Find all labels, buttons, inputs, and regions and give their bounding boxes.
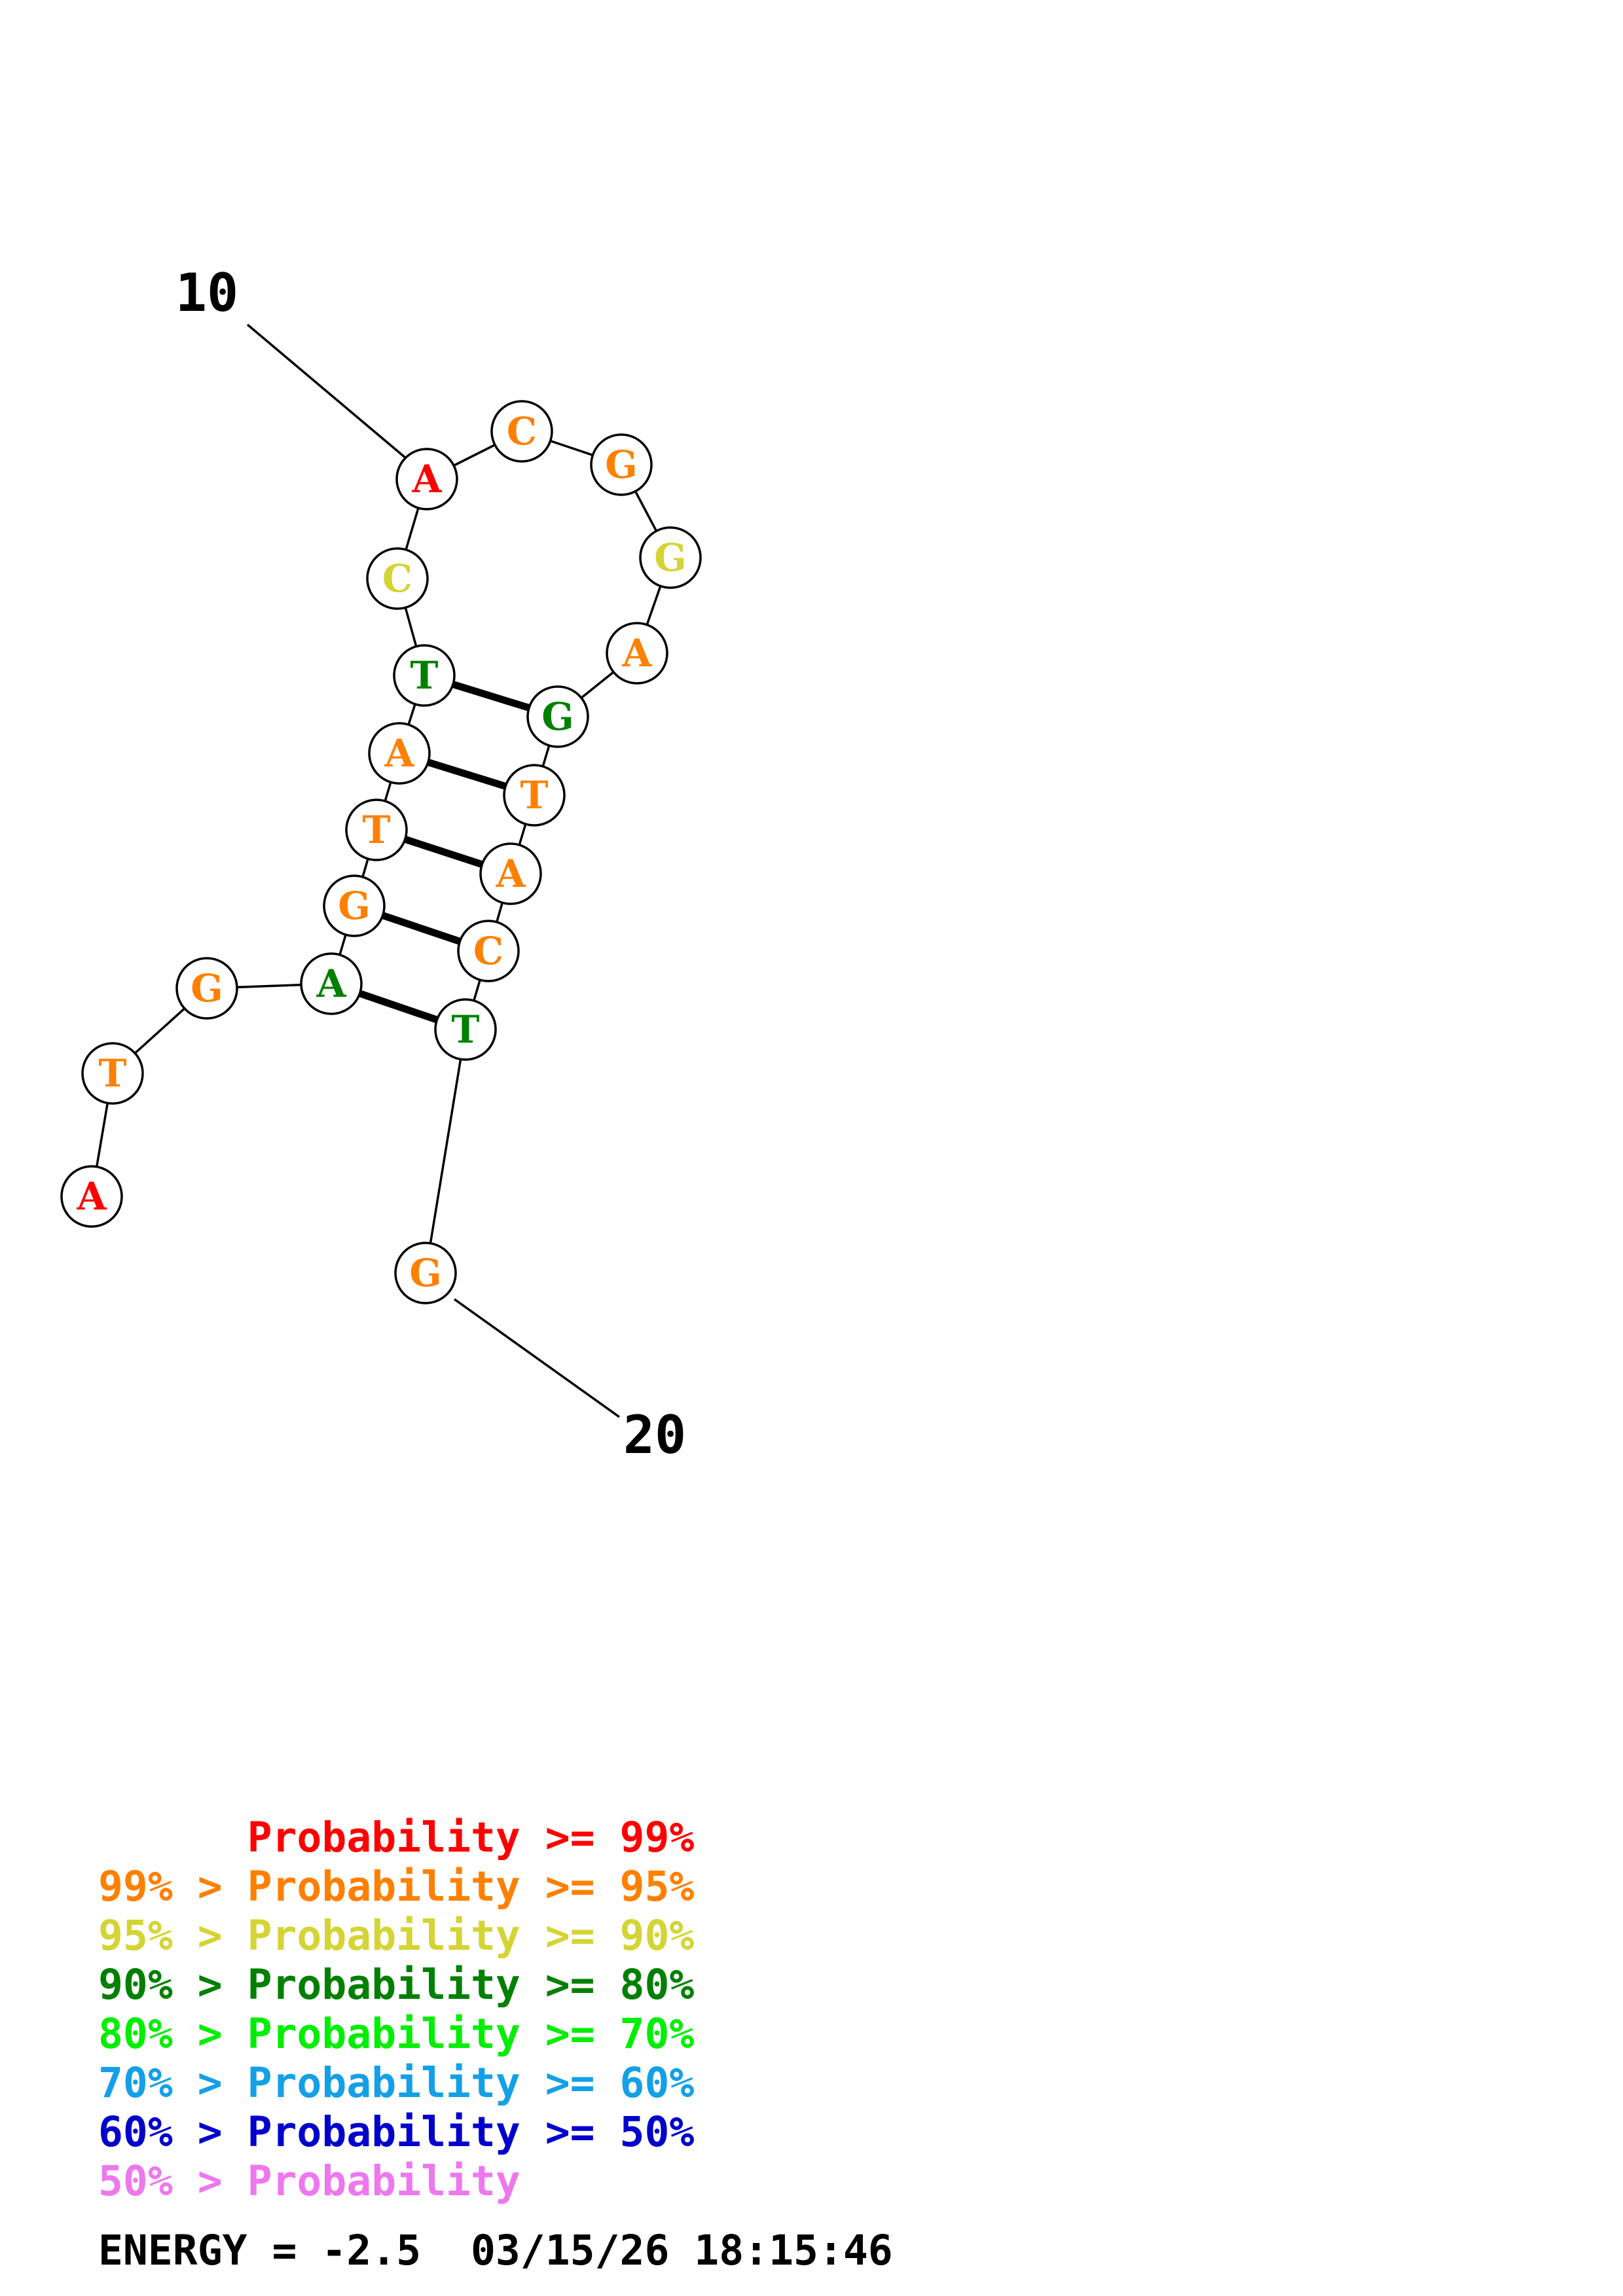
nucleotide-circle <box>590 433 653 496</box>
legend-label: Probability >= 80% <box>247 1961 695 2009</box>
legend-prefix: 99% > <box>98 1863 247 1910</box>
nucleotide: A <box>300 952 363 1015</box>
legend-row: 60% > Probability >= 50% <box>98 2108 694 2157</box>
nucleotide: A <box>479 842 542 905</box>
legend-label: Probability >= 70% <box>247 2010 695 2058</box>
nucleotide-base: C <box>382 556 412 601</box>
nucleotide-circle <box>434 998 497 1061</box>
nucleotide-circle <box>368 722 431 785</box>
nucleotide-circle <box>490 400 553 463</box>
nucleotide-circle <box>366 547 429 610</box>
legend-prefix: 90% > <box>98 1961 247 2009</box>
nucleotide: G <box>590 433 653 496</box>
legend-prefix: 60% > <box>98 2108 247 2156</box>
nucleotide-circle <box>60 1165 123 1228</box>
energy-readout: ENERGY = -2.5 03/15/26 18:15:46 <box>98 2227 893 2274</box>
nucleotide: T <box>503 764 566 827</box>
nucleotide-circle <box>393 644 456 707</box>
nucleotide: G <box>526 685 589 748</box>
sequence-position-label: 20 <box>623 1405 686 1465</box>
nucleotide-base: A <box>411 457 442 501</box>
nucleotide-circle <box>457 920 520 982</box>
nucleotide-circle <box>395 448 458 511</box>
legend-row: 50% > Probability <box>98 2157 694 2206</box>
nucleotide-circle <box>345 798 408 861</box>
nucleotide: T <box>345 798 408 861</box>
backbone-link <box>424 1029 467 1274</box>
nucleotide-base: A <box>384 731 414 776</box>
nucleotide: G <box>323 874 386 937</box>
nucleotide-base: G <box>409 1251 442 1295</box>
nucleotide-base: T <box>410 653 438 698</box>
nucleotide-circle <box>323 874 386 937</box>
sequence-label-leader <box>246 323 407 459</box>
nucleotide: C <box>490 400 553 463</box>
probability-legend: Probability >= 99% 99% > Probability >= 9… <box>98 1813 694 2206</box>
nucleotide-circle <box>639 526 702 589</box>
nucleotide: G <box>639 526 702 589</box>
legend-prefix: 80% > <box>98 2010 247 2058</box>
nucleotide-base: G <box>605 442 638 487</box>
nucleotide: A <box>606 622 668 685</box>
legend-row: 95% > Probability >= 90% <box>98 1911 694 1960</box>
nucleotide: A <box>60 1165 123 1228</box>
nucleotide: T <box>434 998 497 1061</box>
nucleotide-circle <box>479 842 542 905</box>
nucleotide-base: A <box>316 961 346 1006</box>
nucleotide-base: T <box>362 808 390 852</box>
nucleotide-base: G <box>654 535 687 580</box>
nucleotide-base: T <box>98 1051 126 1096</box>
legend-row: 70% > Probability >= 60% <box>98 2058 694 2108</box>
nucleotide-circle <box>526 685 589 748</box>
nucleotide-circle <box>175 957 238 1020</box>
nucleotide: C <box>366 547 429 610</box>
nucleotide: C <box>457 920 520 982</box>
legend-row: 90% > Probability >= 80% <box>98 1960 694 2009</box>
legend-row: Probability >= 99% <box>98 1813 695 1862</box>
nucleotide-base: C <box>507 409 537 454</box>
nucleotide-base: C <box>473 929 503 973</box>
legend-prefix <box>98 1814 247 1861</box>
nucleotide-base: G <box>338 884 371 928</box>
nucleotide: A <box>368 722 431 785</box>
sequence-label-leader <box>453 1298 621 1418</box>
nucleotide: G <box>175 957 238 1020</box>
nucleotide: T <box>81 1042 144 1105</box>
nucleotide-circle <box>81 1042 144 1105</box>
nucleotide-circle <box>394 1242 457 1304</box>
legend-prefix: 50% > <box>98 2157 247 2205</box>
nucleotide-base: A <box>495 852 526 896</box>
nucleotide-base: G <box>191 966 223 1011</box>
legend-label: Probability >= 60% <box>247 2059 695 2107</box>
nucleotide-base: A <box>621 631 652 675</box>
sequence-label-layer: 10 20 <box>175 262 686 1465</box>
legend-row: 99% > Probability >= 95% <box>98 1862 694 1911</box>
nucleotide-circle <box>503 764 566 827</box>
legend-label: Probability >= 50% <box>247 2108 695 2156</box>
nucleotide-base: G <box>541 694 574 739</box>
legend-label: Probability >= 95% <box>247 1863 695 1910</box>
legend-prefix: 70% > <box>98 2059 247 2107</box>
nucleotide-base: A <box>76 1174 107 1219</box>
legend-label: Probability >= 90% <box>247 1912 695 1960</box>
legend-prefix: 95% > <box>98 1912 247 1960</box>
nucleotide-circle <box>300 952 363 1015</box>
nucleotide-base: T <box>520 773 548 817</box>
nucleotide: T <box>393 644 456 707</box>
nucleotide: G <box>394 1242 457 1304</box>
nucleotide-circle <box>606 622 668 685</box>
nucleotide: A <box>395 448 458 511</box>
legend-label: Probability <box>247 2157 520 2205</box>
legend-label: Probability >= 99% <box>247 1814 695 1861</box>
sequence-position-label: 10 <box>175 262 238 323</box>
legend-row: 80% > Probability >= 70% <box>98 2009 694 2058</box>
nucleotide-base: T <box>451 1007 479 1052</box>
